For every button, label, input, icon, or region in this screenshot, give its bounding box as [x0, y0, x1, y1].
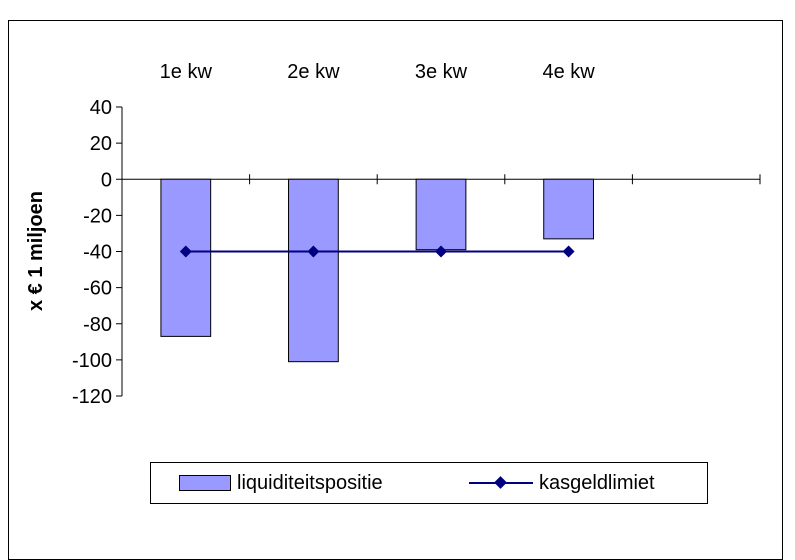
legend: liquiditeitspositie kasgeldlimiet — [150, 462, 708, 504]
marker-kasgeldlimiet — [179, 245, 192, 258]
y-tick-label: 0 — [101, 169, 112, 191]
legend-item-line: kasgeldlimiet — [469, 463, 655, 503]
marker-kasgeldlimiet — [307, 245, 320, 258]
bar-liquiditeitspositie — [543, 178, 594, 240]
y-tick-label: -100 — [72, 350, 112, 372]
title-fragment: ▬ ▬▬▬ ▬ ▬▬▬▬ — [210, 0, 640, 16]
bar-liquiditeitspositie — [288, 178, 339, 363]
title-fragment-decor: ▬ ▬▬▬ ▬ ▬▬▬▬ — [210, 0, 568, 3]
legend-item-bar: liquiditeitspositie — [179, 463, 383, 503]
marker-kasgeldlimiet — [562, 245, 575, 258]
y-tick-label: 40 — [90, 97, 112, 119]
x-tick-label: 2e kw — [287, 61, 340, 83]
bar-liquiditeitspositie — [160, 178, 212, 337]
bar-liquiditeitspositie — [415, 178, 467, 251]
y-tick-label: -80 — [83, 314, 112, 336]
legend-line-swatch — [469, 475, 533, 491]
x-tick-label: 4e kw — [542, 61, 595, 83]
y-tick-label: 20 — [90, 133, 112, 155]
y-axis-label: x € 1 miljoen — [25, 191, 47, 311]
legend-label-line: kasgeldlimiet — [539, 471, 655, 494]
y-tick-label: -60 — [83, 278, 112, 300]
x-tick-label: 3e kw — [415, 61, 468, 83]
y-tick-label: -40 — [83, 242, 112, 264]
marker-kasgeldlimiet — [435, 245, 447, 258]
y-tick-label: -120 — [72, 386, 112, 408]
legend-bar-swatch — [179, 475, 231, 491]
legend-label-bar: liquiditeitspositie — [237, 471, 383, 494]
y-tick-label: -20 — [83, 205, 112, 227]
x-tick-label: 1e kw — [160, 61, 213, 83]
